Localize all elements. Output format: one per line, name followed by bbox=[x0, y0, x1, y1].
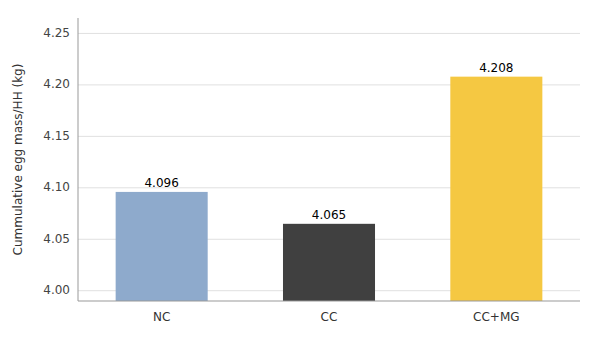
y-tick-label: 4.15 bbox=[43, 129, 70, 143]
bar bbox=[450, 77, 542, 301]
x-axis-line bbox=[78, 301, 580, 302]
data-label: 4.065 bbox=[312, 208, 346, 222]
x-tick-label: NC bbox=[153, 310, 170, 324]
x-tick-label: CC bbox=[321, 310, 338, 324]
y-tick-label: 4.25 bbox=[43, 26, 70, 40]
bar bbox=[116, 192, 208, 301]
x-tick-label: CC+MG bbox=[473, 310, 519, 324]
y-tick-label: 4.10 bbox=[43, 180, 70, 194]
bars bbox=[116, 77, 543, 301]
y-axis-line bbox=[78, 18, 79, 301]
y-tick-label: 4.00 bbox=[43, 283, 70, 297]
y-tick-label: 4.20 bbox=[43, 77, 70, 91]
y-tick-label: 4.05 bbox=[43, 232, 70, 246]
grid-line bbox=[78, 33, 580, 34]
chart-container: 4.00 4.05 4.10 4.15 4.20 4.25 4.096 4.065 4.208 N… bbox=[0, 0, 600, 341]
chart: 4.00 4.05 4.10 4.15 4.20 4.25 4.096 4.065 4.208 N… bbox=[0, 0, 600, 341]
bar bbox=[283, 224, 375, 301]
data-label: 4.208 bbox=[479, 61, 513, 75]
y-axis-label: Cummulative egg mass/HH (kg) bbox=[11, 64, 25, 256]
data-label: 4.096 bbox=[144, 176, 178, 190]
